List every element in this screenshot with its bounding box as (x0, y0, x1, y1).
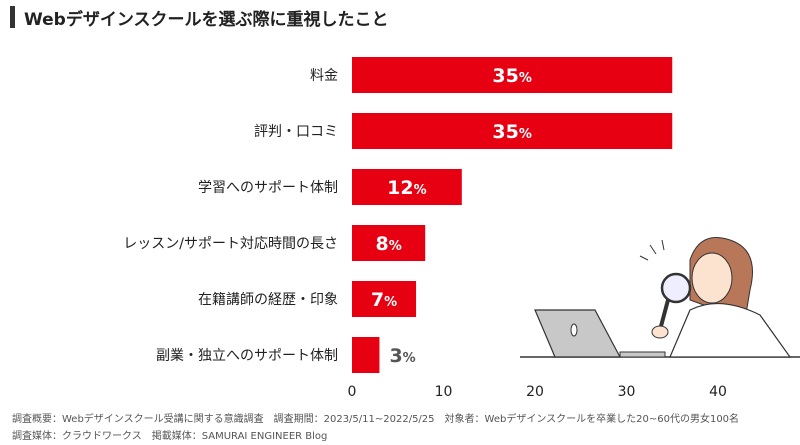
bar (352, 225, 426, 261)
magnifier-icon (660, 272, 692, 304)
category-label: 在籍講師の経歴・印象 (198, 291, 338, 308)
category-label: レッスン/サポート対応時間の長さ (123, 236, 338, 252)
category-label: 評判・口コミ (254, 124, 338, 140)
laptop-icon (534, 309, 621, 358)
category-label: 料金 (310, 68, 338, 84)
bar (352, 113, 673, 149)
data-label: 35% (492, 65, 531, 87)
survey-overview: 調査概要：Webデザインスクール受講に関する意識調査 調査期間：2023/5/1… (12, 414, 740, 425)
chart-title: Webデザインスクールを選ぶ際に重視したこと (24, 10, 389, 30)
x-tick-label: 40 (709, 384, 727, 400)
illustration-woman-with-magnifier (520, 237, 800, 358)
data-label: 3% (389, 345, 415, 367)
title-accent-bar (10, 6, 15, 28)
data-label: 12% (387, 177, 426, 199)
x-tick-label: 30 (618, 384, 636, 400)
data-label: 8% (375, 233, 401, 255)
data-label: 7% (371, 289, 397, 311)
bar (352, 281, 417, 317)
bar (352, 337, 380, 373)
x-tick-label: 10 (435, 384, 453, 400)
bar (352, 57, 673, 93)
survey-source: 調査媒体：クラウドワークス 掲載媒体：SAMURAI ENGINEER Blog (12, 431, 328, 442)
bar (352, 169, 462, 205)
x-tick-label: 0 (348, 384, 357, 400)
category-label: 学習へのサポート体制 (198, 180, 338, 196)
x-tick-label: 20 (526, 384, 544, 400)
data-label: 35% (492, 121, 531, 143)
category-label: 副業・独立へのサポート体制 (156, 348, 338, 364)
